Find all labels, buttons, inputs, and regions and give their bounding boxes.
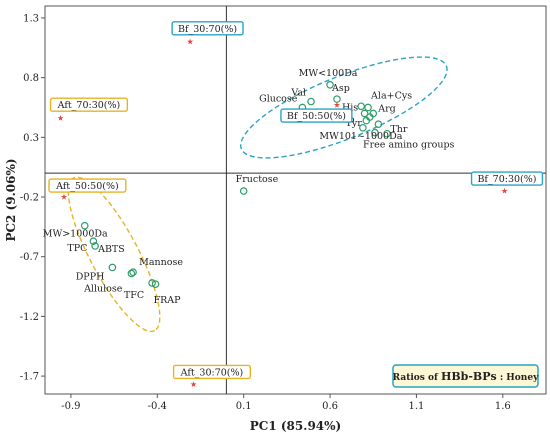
sample-star bbox=[61, 193, 67, 200]
sample-label: Aft_50:50(%) bbox=[55, 181, 119, 192]
variable-label: His bbox=[342, 102, 358, 113]
x-tick-label: 0.1 bbox=[236, 401, 252, 412]
legend-prefix: Ratios of bbox=[393, 373, 441, 383]
variable-label: MW>1000Da bbox=[43, 229, 108, 240]
sample-label: Aft_30:70(%) bbox=[180, 367, 244, 378]
variable-point bbox=[326, 80, 334, 89]
y-tick-label: -1.2 bbox=[20, 312, 39, 323]
sample-label: Aft_70:30(%) bbox=[57, 100, 121, 111]
legend-box bbox=[392, 364, 539, 388]
sample-label-box bbox=[470, 171, 544, 186]
variable-point bbox=[80, 221, 89, 230]
variable-label: Mannose bbox=[139, 257, 183, 268]
x-tick-label: 1.6 bbox=[495, 401, 511, 412]
variable-point bbox=[371, 128, 379, 137]
legend-text: Ratios of HBb-BPs : Honey bbox=[393, 370, 539, 383]
y-tick-label: -0.7 bbox=[20, 252, 39, 263]
variable-label: MW101~1000Da bbox=[319, 131, 402, 142]
sample-label: Bf_70:30(%) bbox=[477, 174, 536, 185]
y-tick-label: -1.7 bbox=[20, 372, 39, 383]
sample-label-box bbox=[49, 97, 129, 112]
variable-point bbox=[307, 97, 315, 106]
variable-label: Glucose bbox=[259, 93, 298, 104]
x-axis-title: PC1 (85.94%) bbox=[250, 419, 341, 433]
variable-label: Fructose bbox=[236, 174, 279, 185]
variable-label: FRAP bbox=[154, 295, 182, 306]
sample-star bbox=[501, 187, 508, 194]
variable-label: Val bbox=[290, 88, 306, 99]
variable-point bbox=[91, 242, 99, 250]
variable-point bbox=[127, 269, 136, 278]
variable-point bbox=[108, 263, 117, 272]
variable-label: Thr bbox=[390, 124, 407, 135]
legend-suffix: : Honey bbox=[497, 373, 539, 383]
variable-point bbox=[129, 268, 137, 277]
variable-label: Allulose bbox=[83, 283, 123, 294]
variable-label: Free amino groups bbox=[363, 140, 455, 151]
variable-point bbox=[148, 279, 156, 287]
sample-label: Bf_30:70(%) bbox=[178, 24, 237, 35]
sample-label-box bbox=[172, 364, 252, 380]
variable-label: Ala+Cys bbox=[370, 90, 412, 101]
plot-frame bbox=[44, 5, 547, 395]
sample-star bbox=[333, 101, 340, 108]
sample-star bbox=[190, 381, 197, 387]
y-tick-label: -0.2 bbox=[20, 193, 39, 204]
variable-point bbox=[239, 187, 248, 195]
variable-point bbox=[359, 123, 367, 132]
variable-point bbox=[364, 103, 372, 112]
variable-label: ABTS bbox=[97, 244, 125, 255]
y-tick-label: 0.3 bbox=[23, 133, 39, 144]
y-tick-label: 1.3 bbox=[23, 13, 39, 24]
sample-label-box bbox=[48, 178, 127, 193]
variable-label: DPPH bbox=[76, 271, 105, 282]
variable-point bbox=[151, 280, 160, 288]
sample-star bbox=[57, 115, 64, 121]
sample-label: Bf_50:50(%) bbox=[287, 111, 346, 122]
variable-point bbox=[333, 95, 341, 103]
x-tick-label: 0.6 bbox=[322, 401, 338, 412]
group-ellipse-2 bbox=[67, 176, 161, 333]
x-tick-label: 1.1 bbox=[408, 401, 424, 412]
variable-label: MW<100Da bbox=[299, 68, 358, 79]
variable-point bbox=[360, 109, 369, 118]
y-tick-label: 0.8 bbox=[23, 73, 39, 84]
legend-strong: HBb-BPs bbox=[441, 370, 497, 383]
variable-point bbox=[362, 116, 371, 125]
y-axis-title: PC2 (9.06%) bbox=[4, 158, 18, 241]
variable-label: Asp bbox=[331, 83, 350, 94]
variable-label: Tyr bbox=[346, 118, 363, 129]
group-ellipse-1 bbox=[240, 56, 448, 159]
x-tick-label: -0.9 bbox=[61, 401, 80, 412]
x-tick-label: -0.4 bbox=[148, 401, 167, 412]
variable-point bbox=[357, 102, 365, 111]
sample-label-box bbox=[171, 21, 244, 36]
variable-label: TFC bbox=[124, 290, 144, 301]
variable-point bbox=[374, 120, 383, 128]
variable-point bbox=[383, 129, 391, 138]
sample-star bbox=[187, 38, 194, 45]
sample-label-box bbox=[280, 108, 353, 123]
variable-label: Arg bbox=[377, 103, 395, 114]
variable-label: TPC bbox=[67, 243, 87, 254]
variable-point bbox=[89, 237, 98, 245]
